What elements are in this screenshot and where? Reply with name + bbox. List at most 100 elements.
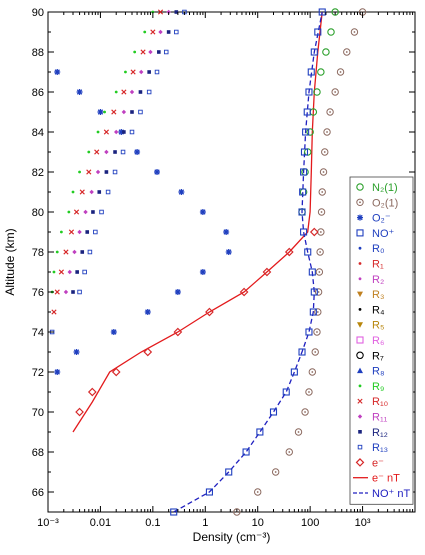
marker-shape — [63, 289, 69, 295]
point-NO⁺ — [314, 28, 322, 36]
legend-label: R₆ — [372, 335, 384, 347]
point-NO⁺ — [298, 208, 306, 216]
marker-shape — [313, 88, 321, 96]
marker-shape — [317, 291, 320, 293]
marker-shape — [334, 91, 337, 93]
point-R₁₂ — [157, 50, 161, 54]
marker-shape — [80, 250, 85, 254]
marker-shape — [133, 50, 137, 54]
point-O₂⁻ — [73, 349, 80, 355]
marker-shape — [357, 414, 363, 419]
point-O₂(1) — [319, 168, 328, 176]
marker-shape — [301, 408, 309, 416]
marker-shape — [111, 367, 121, 377]
marker-shape — [124, 70, 127, 74]
point-R₉ — [71, 190, 75, 194]
marker-shape — [121, 109, 127, 115]
point-NO⁺ — [310, 48, 318, 56]
point-O₂(1) — [311, 348, 319, 356]
point-R₁₀ — [111, 109, 117, 115]
point-NO⁺ — [225, 468, 233, 476]
y-tick-label: 68 — [32, 447, 44, 459]
point-R₁₃ — [105, 189, 111, 195]
marker-shape — [104, 149, 109, 155]
marker-shape — [89, 189, 94, 195]
marker-shape — [298, 348, 306, 356]
marker-shape — [83, 209, 88, 215]
marker-shape — [314, 308, 322, 316]
marker-shape — [307, 68, 315, 76]
point-R₁₂ — [138, 90, 143, 94]
marker-shape — [329, 111, 331, 113]
point-O₂(1) — [350, 28, 359, 36]
point-R₉ — [133, 50, 137, 54]
point-R₁₃ — [87, 249, 93, 255]
marker-shape — [105, 189, 111, 195]
point-O₂(1) — [294, 428, 303, 436]
point-R₁₀ — [103, 129, 109, 135]
point-N₂(1) — [301, 168, 309, 176]
marker-shape — [320, 211, 323, 213]
marker-shape — [323, 128, 331, 136]
marker-shape — [130, 110, 134, 114]
point-O₂⁻ — [174, 289, 181, 295]
point-O₂(1) — [271, 468, 280, 476]
legend-marker-O₂(1) — [356, 198, 364, 207]
marker-shape — [319, 168, 328, 176]
marker-shape — [73, 209, 80, 215]
marker-shape — [79, 189, 85, 195]
legend-label: O₂(1) — [372, 197, 398, 209]
marker-shape — [73, 349, 80, 355]
point-e⁻ — [284, 247, 294, 257]
marker-shape — [313, 328, 321, 336]
point-R₁₃ — [163, 49, 169, 55]
marker-shape — [319, 231, 322, 233]
marker-shape — [327, 28, 335, 36]
marker-shape — [76, 89, 83, 95]
point-R₁₀ — [150, 29, 156, 35]
marker-shape — [318, 271, 321, 273]
point-R₁₁ — [121, 109, 127, 115]
point-NO⁺ — [318, 8, 326, 16]
marker-shape — [200, 269, 206, 275]
marker-shape — [310, 288, 318, 296]
legend-label: N₂(1) — [372, 182, 398, 194]
marker-shape — [103, 110, 106, 114]
point-R₁₁ — [95, 169, 101, 175]
point-e⁻ — [239, 287, 249, 297]
point-R₁₀ — [54, 289, 60, 295]
marker-shape — [358, 430, 362, 434]
legend-label: R₀ — [372, 243, 385, 255]
point-O₂(1) — [314, 308, 322, 316]
legend-label: R₈ — [372, 366, 385, 378]
point-R₁₀ — [58, 269, 64, 275]
point-O₂(1) — [318, 188, 326, 196]
marker-shape — [226, 249, 232, 255]
legend-label: R₁₀ — [372, 396, 388, 408]
marker-shape — [314, 351, 317, 353]
point-R₁₀ — [68, 229, 75, 235]
point-R₁₃ — [174, 29, 179, 35]
legend-marker-R₁₃ — [357, 444, 363, 450]
point-R₉ — [124, 70, 127, 74]
marker-shape — [75, 407, 84, 417]
marker-shape — [262, 267, 272, 277]
point-R₁₃ — [93, 229, 98, 235]
marker-shape — [91, 210, 95, 214]
marker-shape — [357, 367, 363, 374]
y-tick-label: 74 — [32, 327, 44, 339]
marker-shape — [331, 88, 339, 96]
marker-shape — [205, 307, 214, 317]
marker-shape — [87, 150, 91, 154]
marker-shape — [318, 8, 326, 16]
marker-shape — [223, 229, 229, 235]
point-O₂(1) — [343, 48, 351, 56]
marker-shape — [104, 170, 109, 174]
marker-shape — [239, 287, 249, 297]
marker-shape — [305, 88, 313, 96]
point-O₂⁻ — [225, 249, 232, 255]
marker-shape — [85, 230, 90, 234]
fit-lines — [72, 11, 323, 513]
point-O₂(1) — [317, 208, 326, 216]
point-NO⁺ — [242, 448, 250, 456]
